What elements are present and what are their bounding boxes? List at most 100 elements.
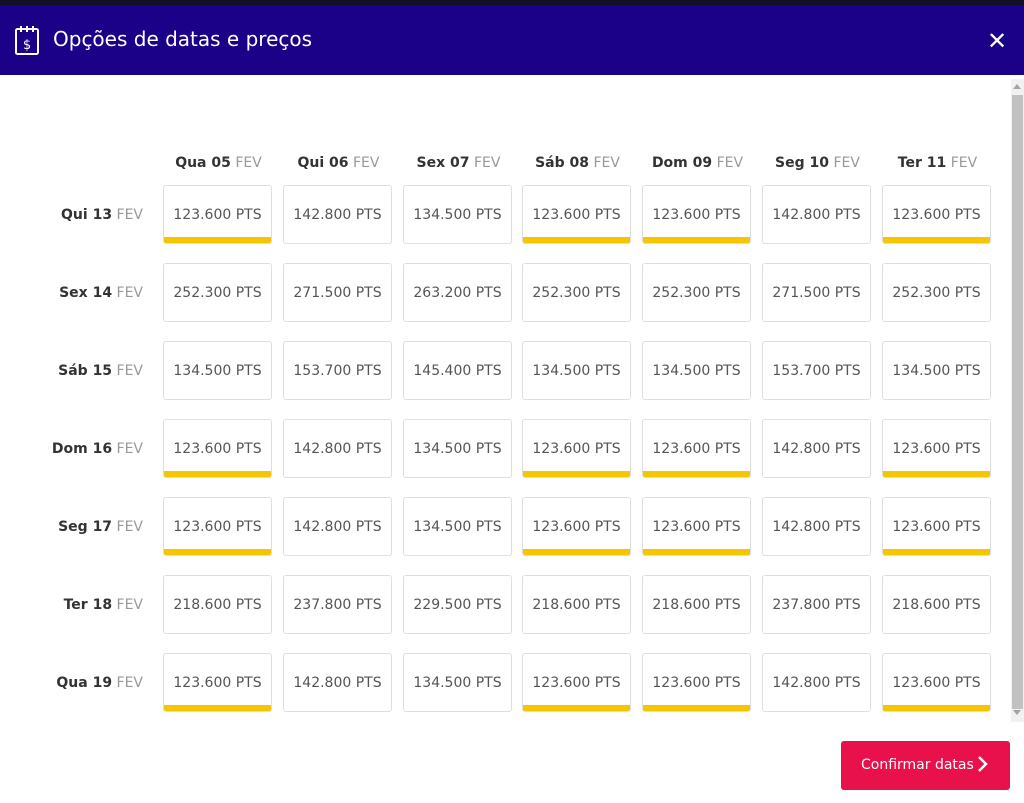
price-cell[interactable]: 123.600 PTS: [642, 419, 751, 478]
price-cell[interactable]: 218.600 PTS: [882, 575, 991, 634]
column-header: Sáb 08 FEV: [522, 153, 633, 173]
price-cell[interactable]: 229.500 PTS: [403, 575, 512, 634]
price-label: 123.600 PTS: [652, 207, 741, 223]
scroll-down-arrow-icon[interactable]: [1013, 710, 1021, 715]
price-label: 237.800 PTS: [772, 597, 861, 613]
column-day: Dom 09: [651, 155, 713, 171]
best-price-bar: [523, 705, 630, 711]
column-header: Sex 07 FEV: [403, 153, 514, 173]
price-label: 123.600 PTS: [173, 207, 262, 223]
price-label: 142.800 PTS: [293, 675, 382, 691]
price-label: 123.600 PTS: [173, 519, 262, 535]
price-cell[interactable]: 134.500 PTS: [403, 185, 512, 244]
price-cell[interactable]: 142.800 PTS: [283, 419, 392, 478]
price-cell[interactable]: 153.700 PTS: [762, 341, 871, 400]
price-cell[interactable]: 142.800 PTS: [283, 653, 392, 712]
price-cell[interactable]: 142.800 PTS: [283, 497, 392, 556]
price-label: 153.700 PTS: [772, 363, 861, 379]
price-cell[interactable]: 218.600 PTS: [163, 575, 272, 634]
price-cell[interactable]: 252.300 PTS: [522, 263, 631, 322]
scrollbar-thumb[interactable]: [1012, 95, 1023, 709]
price-cell[interactable]: 252.300 PTS: [882, 263, 991, 322]
price-label: 123.600 PTS: [652, 675, 741, 691]
row-day: Qua 19: [56, 675, 113, 691]
row-month: FEV: [116, 597, 143, 613]
price-cell[interactable]: 142.800 PTS: [762, 419, 871, 478]
price-cell[interactable]: 218.600 PTS: [522, 575, 631, 634]
price-cell[interactable]: 123.600 PTS: [163, 419, 272, 478]
price-cell[interactable]: 134.500 PTS: [403, 497, 512, 556]
best-price-bar: [883, 705, 990, 711]
price-cell[interactable]: 123.600 PTS: [882, 185, 991, 244]
price-cell[interactable]: 271.500 PTS: [762, 263, 871, 322]
price-label: 218.600 PTS: [532, 597, 621, 613]
row-month: FEV: [116, 441, 143, 457]
price-cell[interactable]: 134.500 PTS: [522, 341, 631, 400]
price-label: 252.300 PTS: [173, 285, 262, 301]
price-label: 229.500 PTS: [413, 597, 502, 613]
price-label: 134.500 PTS: [413, 675, 502, 691]
price-cell[interactable]: 123.600 PTS: [163, 653, 272, 712]
price-label: 134.500 PTS: [652, 363, 741, 379]
price-cell[interactable]: 142.800 PTS: [283, 185, 392, 244]
price-cell[interactable]: 123.600 PTS: [163, 185, 272, 244]
price-cell[interactable]: 123.600 PTS: [642, 653, 751, 712]
price-cell[interactable]: 134.500 PTS: [403, 653, 512, 712]
price-cell[interactable]: 123.600 PTS: [882, 419, 991, 478]
column-day: Qua 05: [175, 155, 231, 171]
price-cell[interactable]: 123.600 PTS: [522, 497, 631, 556]
price-label: 271.500 PTS: [293, 285, 382, 301]
price-label: 142.800 PTS: [772, 441, 861, 457]
row-header: Qui 13 FEV: [20, 205, 143, 225]
price-cell[interactable]: 252.300 PTS: [642, 263, 751, 322]
column-month: FEV: [950, 155, 978, 171]
svg-text:$: $: [23, 38, 31, 53]
price-cell[interactable]: 134.500 PTS: [642, 341, 751, 400]
price-label: 134.500 PTS: [413, 207, 502, 223]
price-label: 142.800 PTS: [772, 675, 861, 691]
price-cell[interactable]: 153.700 PTS: [283, 341, 392, 400]
price-label: 123.600 PTS: [652, 519, 741, 535]
price-label: 123.600 PTS: [532, 519, 621, 535]
column-day: Qui 06: [297, 155, 349, 171]
price-cell[interactable]: 123.600 PTS: [522, 185, 631, 244]
price-cell[interactable]: 142.800 PTS: [762, 497, 871, 556]
price-cell[interactable]: 123.600 PTS: [522, 419, 631, 478]
scroll-up-arrow-icon[interactable]: [1013, 84, 1021, 89]
price-cell[interactable]: 271.500 PTS: [283, 263, 392, 322]
price-cell[interactable]: 123.600 PTS: [882, 497, 991, 556]
column-header: Dom 09 FEV: [642, 153, 753, 173]
price-cell[interactable]: 134.500 PTS: [163, 341, 272, 400]
price-cell[interactable]: 237.800 PTS: [283, 575, 392, 634]
confirm-dates-button[interactable]: Confirmar datas: [841, 741, 1010, 790]
column-month: FEV: [716, 155, 744, 171]
price-cell[interactable]: 123.600 PTS: [163, 497, 272, 556]
price-cell[interactable]: 134.500 PTS: [882, 341, 991, 400]
price-cell[interactable]: 123.600 PTS: [642, 497, 751, 556]
price-cell[interactable]: 237.800 PTS: [762, 575, 871, 634]
price-cell[interactable]: 145.400 PTS: [403, 341, 512, 400]
row-day: Sáb 15: [58, 363, 113, 379]
modal-header: $ Opções de datas e preços ✕: [0, 5, 1024, 75]
row-day: Sex 14: [59, 285, 113, 301]
vertical-scrollbar[interactable]: [1011, 79, 1024, 722]
price-label: 123.600 PTS: [532, 675, 621, 691]
price-cell[interactable]: 123.600 PTS: [642, 185, 751, 244]
row-header: Qua 19 FEV: [20, 673, 143, 693]
price-label: 123.600 PTS: [892, 519, 981, 535]
modal-title: Opções de datas e preços: [53, 27, 313, 51]
price-label: 142.800 PTS: [293, 441, 382, 457]
price-cell[interactable]: 134.500 PTS: [403, 419, 512, 478]
price-cell[interactable]: 142.800 PTS: [762, 185, 871, 244]
price-cell[interactable]: 142.800 PTS: [762, 653, 871, 712]
best-price-bar: [883, 237, 990, 243]
price-cell[interactable]: 263.200 PTS: [403, 263, 512, 322]
price-cell[interactable]: 252.300 PTS: [163, 263, 272, 322]
price-cell[interactable]: 123.600 PTS: [522, 653, 631, 712]
price-label: 142.800 PTS: [772, 207, 861, 223]
column-day: Ter 11: [897, 155, 947, 171]
price-cell[interactable]: 218.600 PTS: [642, 575, 751, 634]
close-icon[interactable]: ✕: [986, 27, 1008, 55]
price-label: 142.800 PTS: [293, 519, 382, 535]
price-cell[interactable]: 123.600 PTS: [882, 653, 991, 712]
